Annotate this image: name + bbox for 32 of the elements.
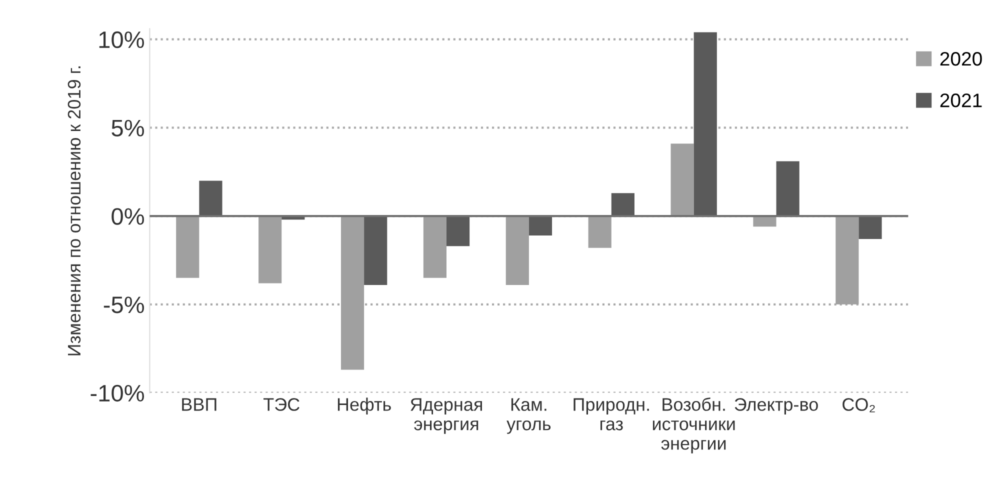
y-tick-label: 0% <box>112 208 144 225</box>
bar <box>588 216 612 248</box>
y-tick-label: -5% <box>104 296 144 314</box>
bar <box>670 144 694 216</box>
bar <box>611 193 634 216</box>
x-tick-label: Кам. уголь <box>506 398 551 434</box>
bar <box>506 216 529 285</box>
y-tick-label: 5% <box>112 120 144 136</box>
bar <box>423 216 446 278</box>
bar <box>446 216 470 246</box>
x-tick-label: ТЭС <box>263 398 300 411</box>
bar <box>258 216 282 284</box>
legend-label: 2020 <box>940 52 982 66</box>
x-tick-label: Нефть <box>338 398 391 414</box>
bar <box>694 32 717 216</box>
legend-label: 2021 <box>940 94 982 108</box>
x-tick-label: Возобн. источники энергии <box>652 397 735 454</box>
bar <box>858 216 882 240</box>
bar <box>364 216 388 285</box>
bar <box>528 216 552 236</box>
y-tick-label: -10% <box>90 384 144 402</box>
x-tick-label: ВВП <box>182 398 216 411</box>
bar <box>776 161 800 216</box>
x-tick-label: CO₂ <box>842 398 875 412</box>
bar <box>176 216 200 278</box>
y-tick-label: 10% <box>99 31 144 48</box>
x-tick-label: Ядерная энергия <box>410 398 482 434</box>
x-tick-label: Природн. газ <box>574 398 649 430</box>
x-tick-label: Электр-во <box>734 398 818 414</box>
bar <box>753 216 776 227</box>
bar <box>199 180 222 216</box>
y-axis-title: Изменения по отношению к 2019 г. <box>68 66 81 356</box>
